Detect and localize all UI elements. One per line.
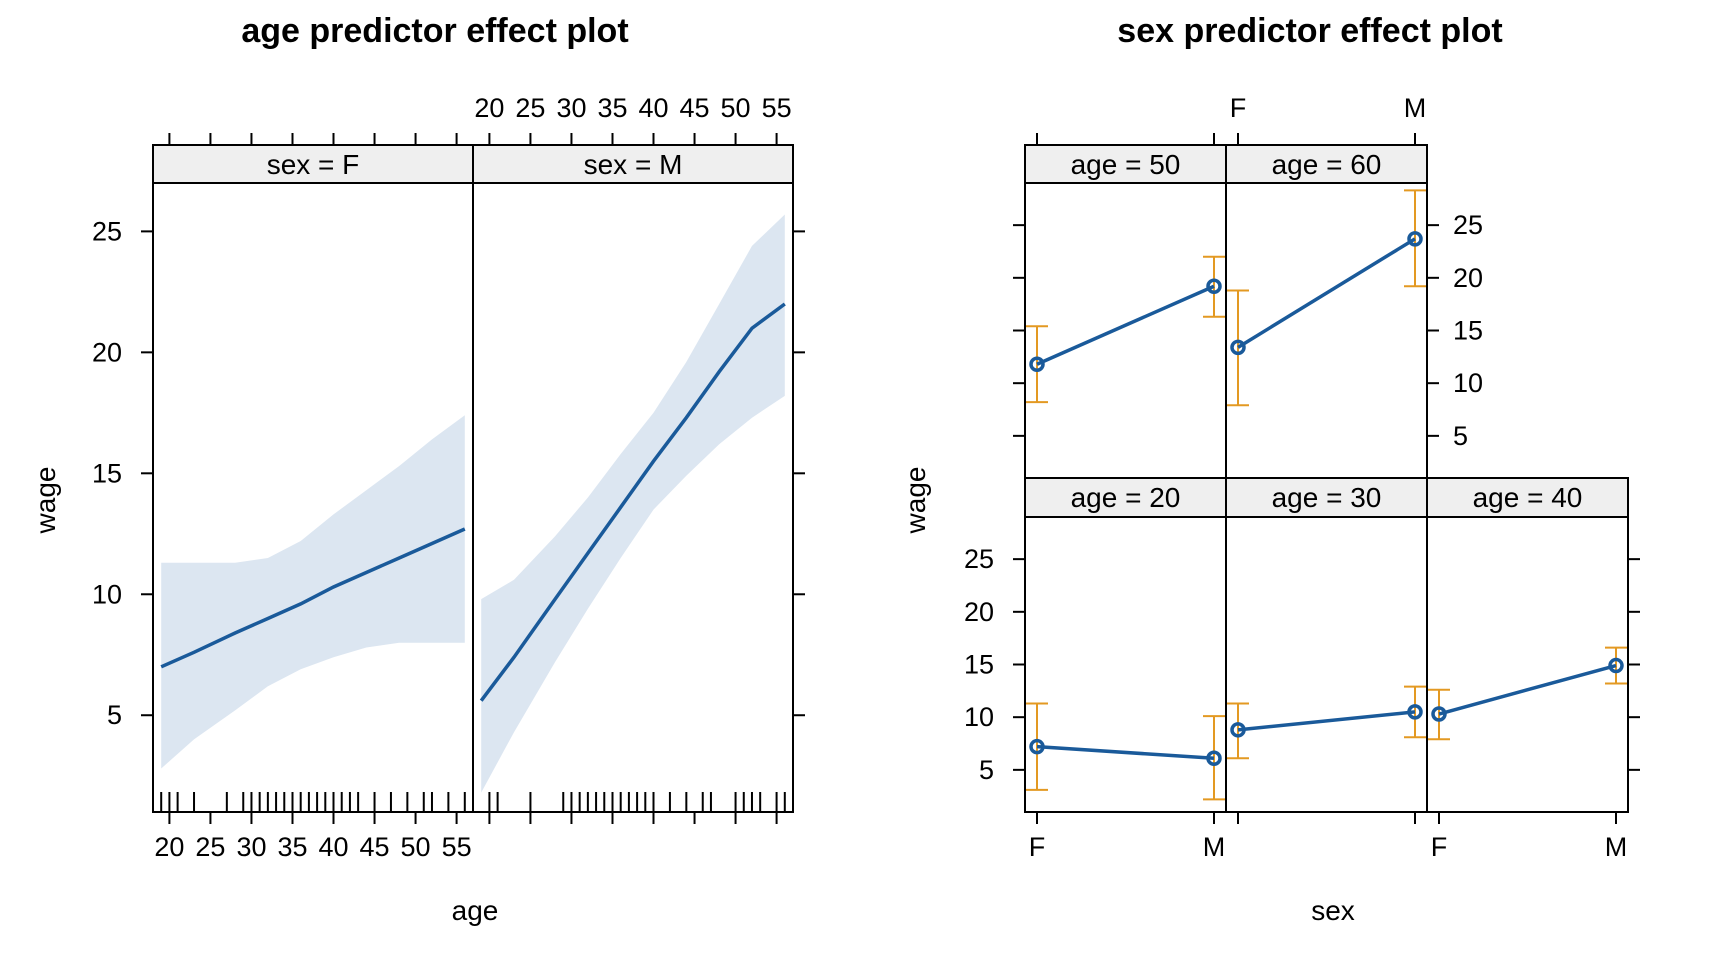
sex-strip-4 — [1225, 144, 1428, 184]
age-x-tick-label-3: 35 — [277, 832, 307, 862]
sex-panel-frame-4 — [1225, 182, 1428, 479]
sex-strip-3 — [1024, 144, 1227, 184]
sex-fit-line-4 — [1237, 237, 1416, 349]
sex-y-tick-label-top-2: 15 — [1453, 316, 1483, 346]
sex-point-2-1 — [1608, 657, 1624, 674]
age-x-tick-label-top-1: 25 — [515, 93, 545, 123]
sex-strip-label-3: age = 50 — [1071, 149, 1181, 180]
age-effect-chart: age predictor effect plot age wage sex =… — [30, 12, 805, 926]
sex-y-tick-label-bottom-0: 5 — [979, 755, 994, 785]
sex-point-1-1 — [1407, 704, 1423, 720]
age-confidence-band-1 — [481, 214, 785, 793]
sex-point-4-1 — [1407, 231, 1423, 247]
age-fit-line-0 — [160, 527, 466, 669]
age-y-tick-label-2: 15 — [92, 458, 122, 488]
sex-effect-chart: sex predictor effect plot sex wage age =… — [900, 12, 1640, 926]
sex-x-tick-label-top-0: F — [1230, 93, 1247, 123]
sex-strip-label-4: age = 60 — [1272, 149, 1382, 180]
sex-fit-line-0 — [1036, 744, 1215, 761]
age-x-tick-label-2: 30 — [236, 832, 266, 862]
sex-point-0-0 — [1029, 738, 1045, 755]
sex-y-tick-label-bottom-1: 10 — [964, 702, 994, 732]
sex-chart-title: sex predictor effect plot — [1117, 12, 1502, 50]
age-strip-label-1: sex = M — [584, 149, 683, 180]
sex-strip-label-1: age = 30 — [1272, 482, 1382, 513]
age-strip-label-0: sex = F — [267, 149, 360, 180]
age-y-tick-label-0: 5 — [107, 700, 122, 730]
sex-panel-frame-1 — [1225, 516, 1428, 813]
sex-y-tick-label-bottom-4: 25 — [964, 544, 994, 574]
sex-x-tick-label-2-1: M — [1605, 832, 1628, 862]
sex-chart-y-axis-label: wage — [900, 467, 931, 535]
age-x-tick-label-6: 50 — [401, 832, 431, 862]
age-panel-frame-1 — [472, 182, 794, 813]
sex-strip-label-2: age = 40 — [1473, 482, 1583, 513]
sex-y-tick-label-top-4: 25 — [1453, 210, 1483, 240]
sex-fit-line-1 — [1237, 710, 1416, 732]
age-x-tick-label-7: 55 — [442, 832, 472, 862]
sex-y-tick-label-bottom-2: 15 — [964, 650, 994, 680]
age-fit-line-1 — [479, 302, 786, 702]
sex-fit-line-3 — [1036, 284, 1215, 366]
sex-point-3-1 — [1206, 278, 1222, 294]
sex-point-1-0 — [1230, 722, 1246, 738]
age-chart-title: age predictor effect plot — [241, 12, 628, 50]
age-chart-x-axis-label: age — [452, 895, 499, 926]
sex-y-tick-label-top-1: 10 — [1453, 368, 1483, 398]
sex-x-tick-label-top-1: M — [1404, 93, 1427, 123]
age-strip-1 — [472, 144, 794, 184]
age-y-tick-label-4: 25 — [92, 216, 122, 246]
sex-strip-label-0: age = 20 — [1071, 482, 1181, 513]
age-x-tick-label-4: 40 — [318, 832, 348, 862]
age-x-tick-label-top-7: 55 — [762, 93, 792, 123]
sex-strip-1 — [1225, 477, 1428, 518]
age-confidence-band-0 — [161, 415, 465, 769]
sex-chart-x-axis-label: sex — [1311, 895, 1355, 926]
age-x-tick-label-top-6: 50 — [721, 93, 751, 123]
age-chart-y-axis-label: wage — [30, 467, 61, 535]
sex-x-tick-label-0-0: F — [1029, 832, 1046, 862]
sex-panel-frame-2 — [1426, 516, 1629, 813]
sex-y-tick-label-top-3: 20 — [1453, 263, 1483, 293]
sex-x-tick-label-2-0: F — [1431, 832, 1448, 862]
sex-panel-frame-3 — [1024, 182, 1227, 479]
age-y-tick-label-3: 20 — [92, 337, 122, 367]
sex-y-tick-label-bottom-3: 20 — [964, 597, 994, 627]
sex-fit-line-2 — [1438, 663, 1617, 716]
age-x-tick-label-0: 20 — [154, 832, 184, 862]
sex-point-0-1 — [1206, 750, 1222, 767]
age-x-tick-label-top-2: 30 — [556, 93, 586, 123]
sex-point-2-0 — [1431, 706, 1447, 722]
age-x-tick-label-top-0: 20 — [474, 93, 504, 123]
age-x-tick-label-top-3: 35 — [597, 93, 627, 123]
age-y-tick-label-1: 10 — [92, 579, 122, 609]
age-strip-0 — [152, 144, 474, 184]
age-x-tick-label-top-4: 40 — [638, 93, 668, 123]
sex-point-3-0 — [1029, 356, 1045, 372]
sex-point-4-0 — [1230, 339, 1246, 356]
age-x-tick-label-top-5: 45 — [680, 93, 710, 123]
sex-x-tick-label-0-1: M — [1203, 832, 1226, 862]
sex-panel-frame-0 — [1024, 516, 1227, 813]
age-x-tick-label-1: 25 — [195, 832, 225, 862]
age-x-tick-label-5: 45 — [360, 832, 390, 862]
sex-y-tick-label-top-0: 5 — [1453, 421, 1468, 451]
